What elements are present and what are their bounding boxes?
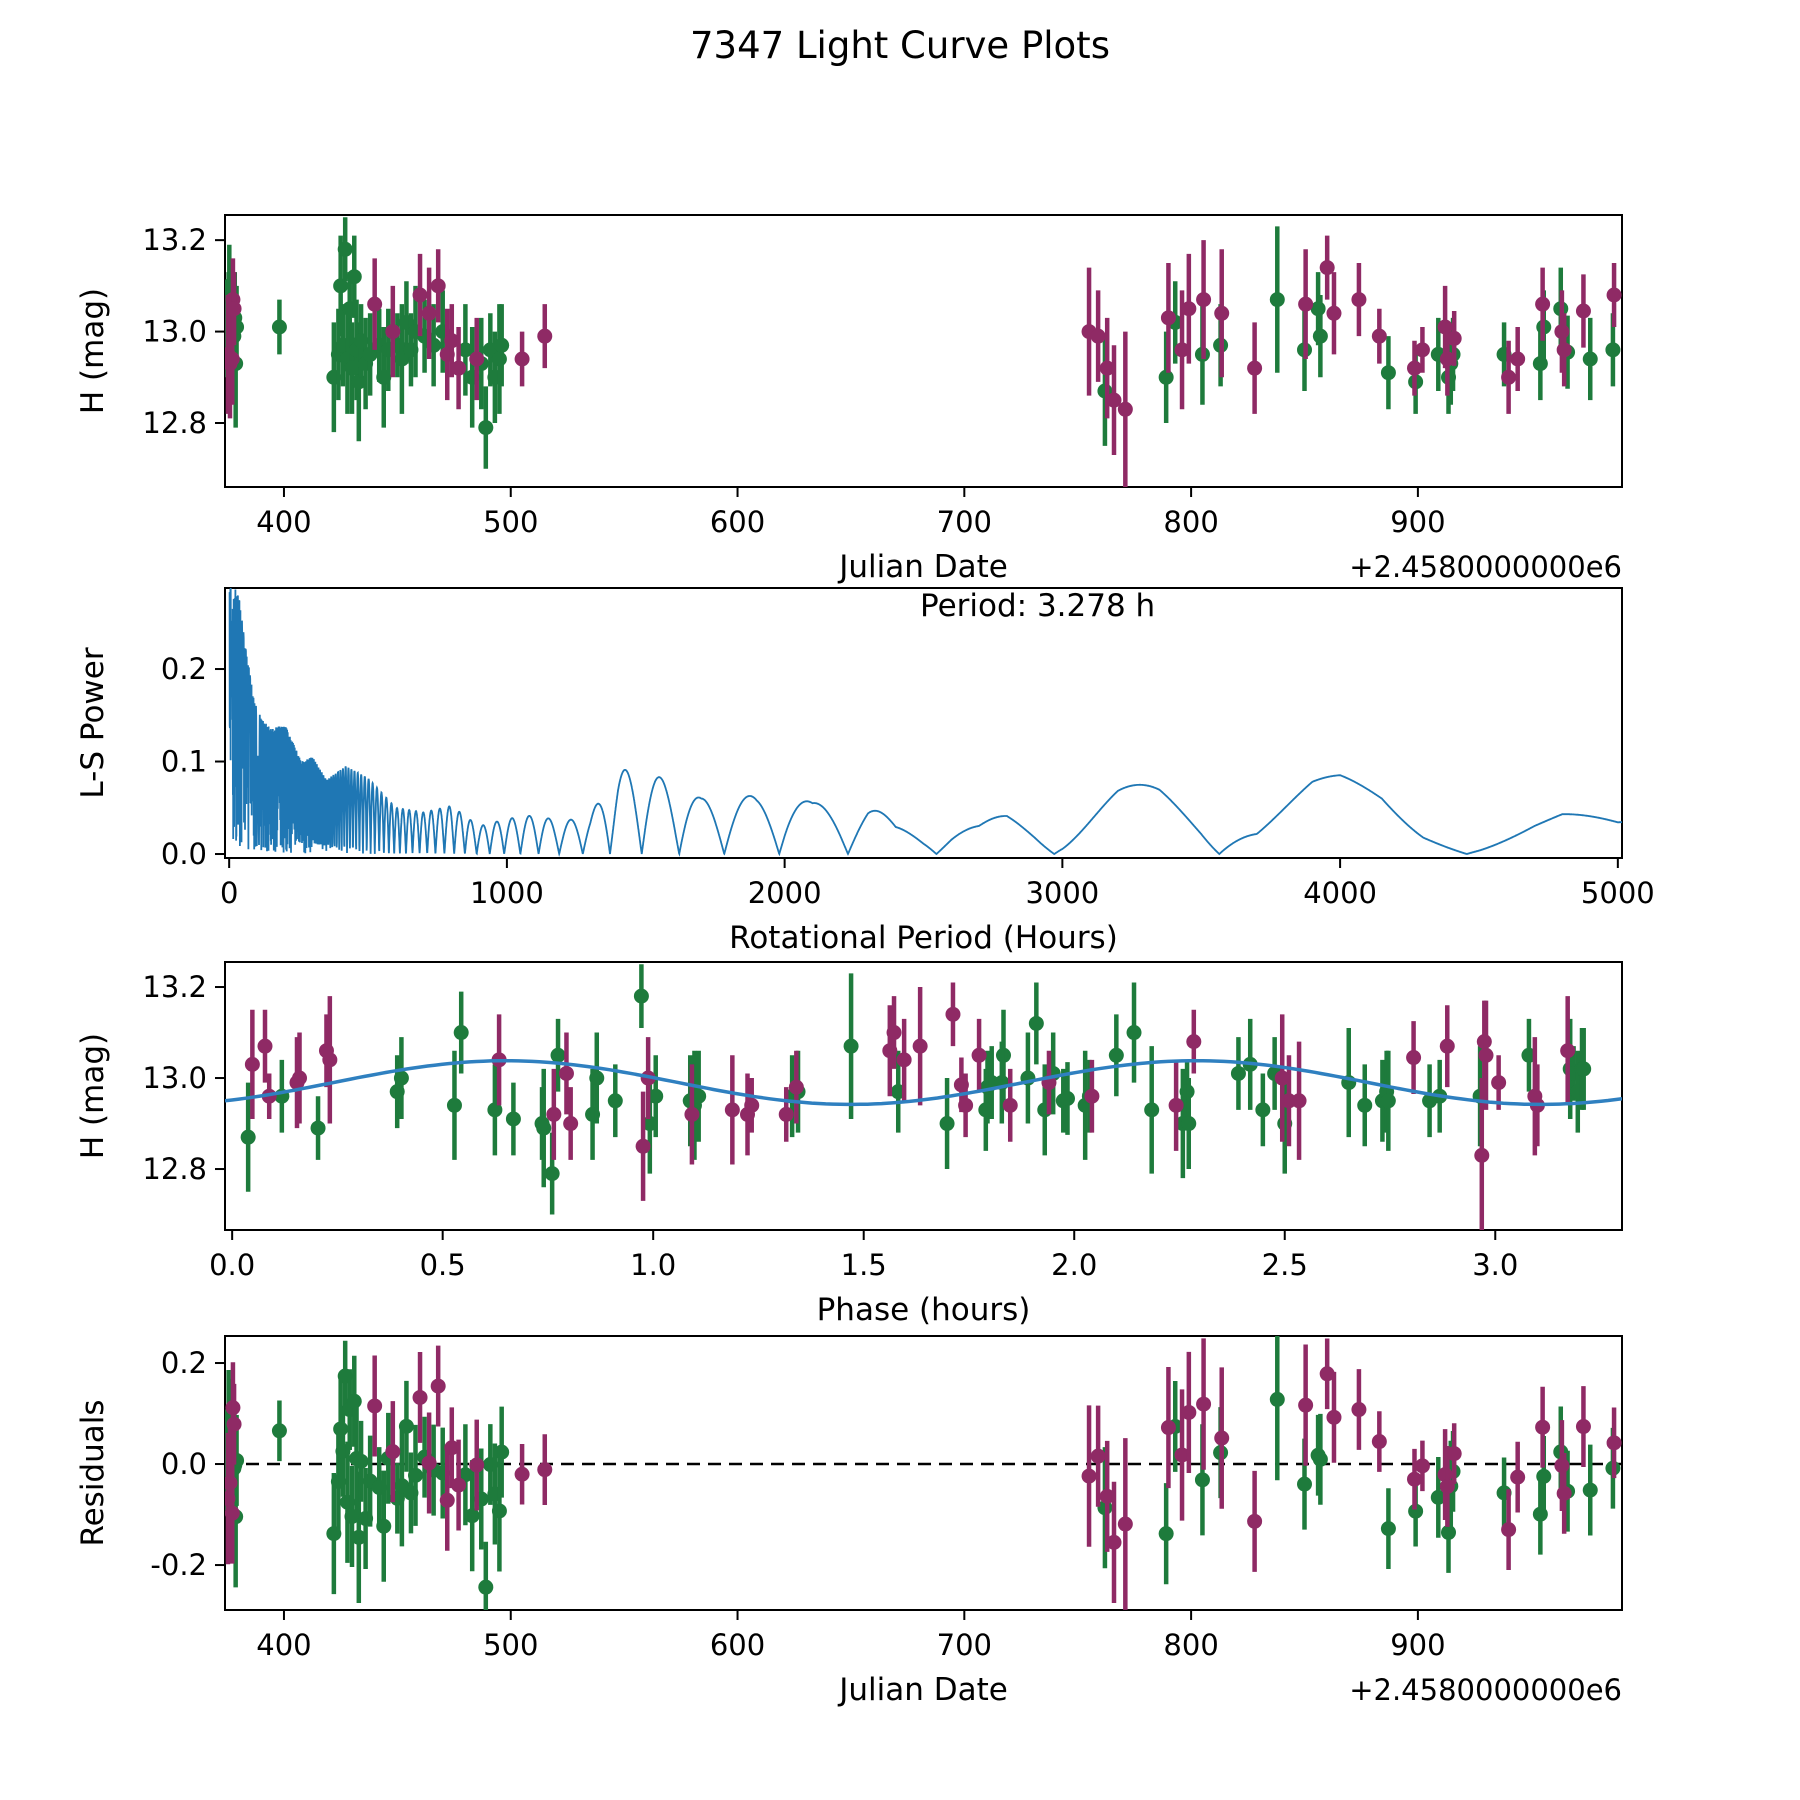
- svg-text:400: 400: [256, 1628, 311, 1662]
- period-annotation: Period: 3.278 h: [920, 588, 1156, 624]
- lightcurve-x-offset-text: +2.4580000000e6: [1349, 550, 1622, 584]
- svg-text:400: 400: [256, 505, 311, 539]
- svg-text:0.5: 0.5: [420, 1248, 466, 1282]
- svg-text:2000: 2000: [748, 876, 822, 910]
- svg-text:2.5: 2.5: [1262, 1248, 1308, 1282]
- svg-text:900: 900: [1390, 1628, 1445, 1662]
- lightcurve-ticks: 400 500 600 700 800 900 12.8 13.0 13.2: [142, 223, 1445, 539]
- svg-text:600: 600: [710, 1628, 765, 1662]
- phase-folded-axes-frame: [224, 961, 1623, 1231]
- residuals-data: [225, 1336, 1622, 1610]
- phase-folded-ticks: 0.0 0.5 1.0 1.5 2.0 2.5 3.0 12.8 13.0 13.2: [142, 970, 1518, 1282]
- periodogram-data: [228, 588, 1622, 858]
- residuals-xlabel: Julian Date: [837, 1672, 1008, 1708]
- svg-text:13.0: 13.0: [142, 1061, 207, 1095]
- svg-text:0.0: 0.0: [209, 1248, 255, 1282]
- svg-text:4000: 4000: [1303, 876, 1377, 910]
- periodogram-xlabel: Rotational Period (Hours): [729, 920, 1118, 956]
- svg-text:13.2: 13.2: [142, 223, 207, 257]
- sinusoid-fit-curve: [225, 1058, 1622, 1107]
- periodogram-ylabel: L-S Power: [75, 647, 111, 798]
- periodogram-ticks: 0 1000 2000 3000 4000 5000 0.0 0.1 0.2: [161, 652, 1655, 910]
- svg-text:1.5: 1.5: [841, 1248, 887, 1282]
- residuals-ylabel: Residuals: [75, 1399, 111, 1546]
- svg-text:0.2: 0.2: [161, 652, 207, 686]
- svg-text:12.8: 12.8: [142, 1152, 207, 1186]
- svg-text:800: 800: [1163, 1628, 1218, 1662]
- svg-text:0.1: 0.1: [161, 745, 207, 779]
- figure-title: 7347 Light Curve Plots: [690, 24, 1110, 67]
- svg-text:3000: 3000: [1025, 876, 1099, 910]
- lightcurve-data: [225, 217, 1622, 487]
- svg-text:13.0: 13.0: [142, 315, 207, 349]
- svg-text:0.0: 0.0: [161, 837, 207, 871]
- svg-text:1000: 1000: [470, 876, 544, 910]
- periodogram-axes-frame: [224, 587, 1623, 859]
- svg-text:700: 700: [937, 505, 992, 539]
- phase-folded-data: [225, 964, 1622, 1230]
- periodogram-curve: [228, 588, 1622, 858]
- lightcurve-ylabel: H (mag): [75, 288, 111, 414]
- svg-text:0: 0: [220, 876, 238, 910]
- svg-text:12.8: 12.8: [142, 406, 207, 440]
- residuals-ticks: 400 500 600 700 800 900 -0.2 0.0 0.2: [150, 1346, 1445, 1662]
- phase-folded-xlabel: Phase (hours): [817, 1292, 1031, 1328]
- svg-text:800: 800: [1163, 505, 1218, 539]
- lightcurve-xlabel: Julian Date: [837, 549, 1008, 585]
- svg-text:600: 600: [710, 505, 765, 539]
- svg-text:5000: 5000: [1581, 876, 1655, 910]
- svg-text:900: 900: [1390, 505, 1445, 539]
- svg-text:13.2: 13.2: [142, 970, 207, 1004]
- svg-text:-0.2: -0.2: [150, 1548, 207, 1582]
- residuals-x-offset-text: +2.4580000000e6: [1349, 1673, 1622, 1707]
- svg-text:0.2: 0.2: [161, 1346, 207, 1380]
- phase-folded-ylabel: H (mag): [75, 1033, 111, 1159]
- svg-text:500: 500: [483, 1628, 538, 1662]
- svg-text:500: 500: [483, 505, 538, 539]
- svg-text:700: 700: [937, 1628, 992, 1662]
- svg-text:2.0: 2.0: [1051, 1248, 1097, 1282]
- svg-text:3.0: 3.0: [1472, 1248, 1518, 1282]
- svg-text:0.0: 0.0: [161, 1447, 207, 1481]
- svg-text:1.0: 1.0: [630, 1248, 676, 1282]
